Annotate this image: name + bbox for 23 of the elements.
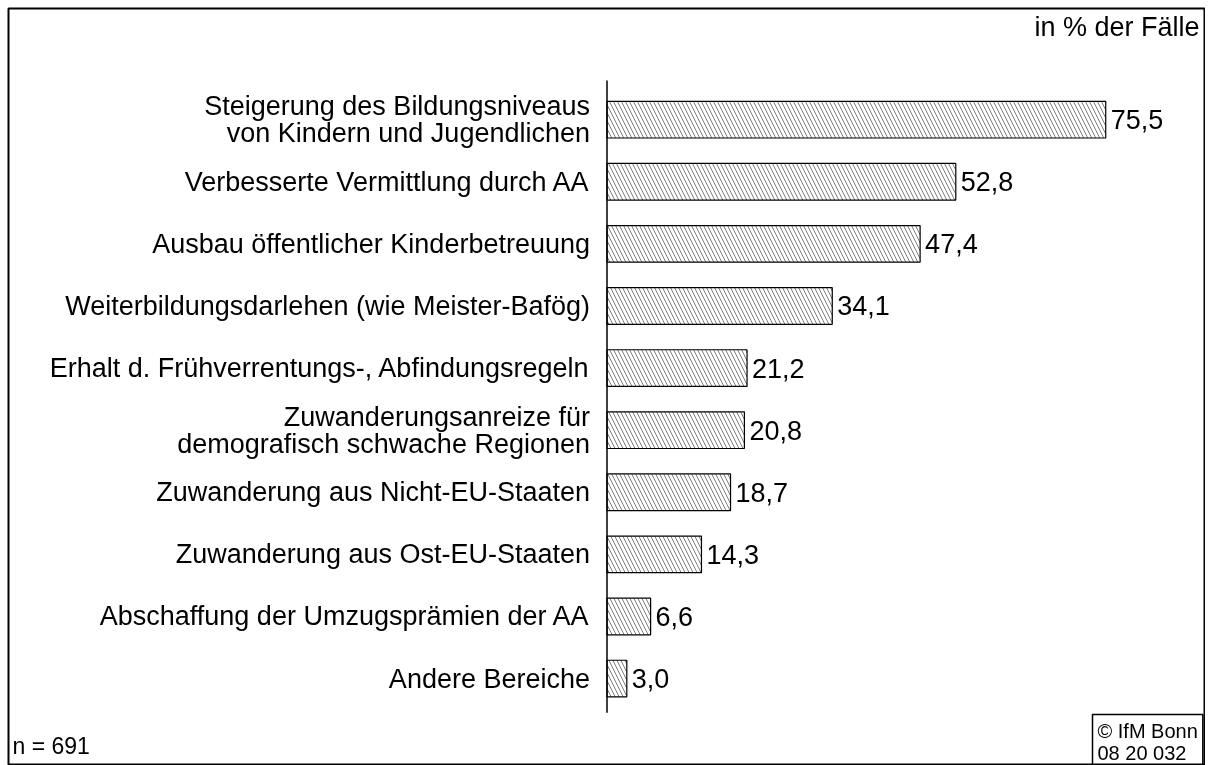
y-tick-label: Steigerung des Bildungsniveaus von Kindern und Jugendlichen	[204, 91, 591, 149]
text: n = 691	[12, 732, 90, 759]
y-tick-label: Weiterbildungsdarlehen (wie Meister-Bafög)	[65, 290, 590, 321]
data-label: 34,1	[837, 291, 890, 322]
data-label: 52,8	[960, 167, 1014, 198]
y-tick-label: Erhalt d. Frühverrentungs-, Abfindungsregeln	[49, 353, 589, 384]
y-tick-label: Zuwanderungsanreize für demografisch schwache Regionen	[177, 401, 591, 459]
data-label: 75,5	[1110, 105, 1164, 136]
data-label: 3,0	[631, 664, 670, 695]
y-tick-label: Abschaffung der Umzugsprämien der AA	[99, 601, 589, 632]
data-label: 47,4	[925, 229, 978, 260]
y-tick-label: Zuwanderung aus Nicht-EU-Staaten	[156, 477, 591, 508]
data-label: 6,6	[655, 601, 694, 632]
y-tick-label: Ausbau öffentlicher Kinderbetreuung	[152, 228, 591, 259]
y-tick-label: Zuwanderung aus Ost-EU-Staaten	[175, 539, 590, 570]
data-label: 20,8	[749, 415, 802, 446]
x-axis-title: in % der Fälle	[1034, 11, 1200, 42]
data-label: 21,2	[752, 353, 805, 384]
data-label: 14,3	[706, 539, 760, 570]
text: © IfM Bonn 08 20 032	[1097, 719, 1198, 764]
y-tick-label: Andere Bereiche	[388, 663, 591, 694]
y-tick-label: Verbesserte Vermittlung durch AA	[184, 166, 589, 197]
data-label: 18,7	[735, 477, 789, 508]
